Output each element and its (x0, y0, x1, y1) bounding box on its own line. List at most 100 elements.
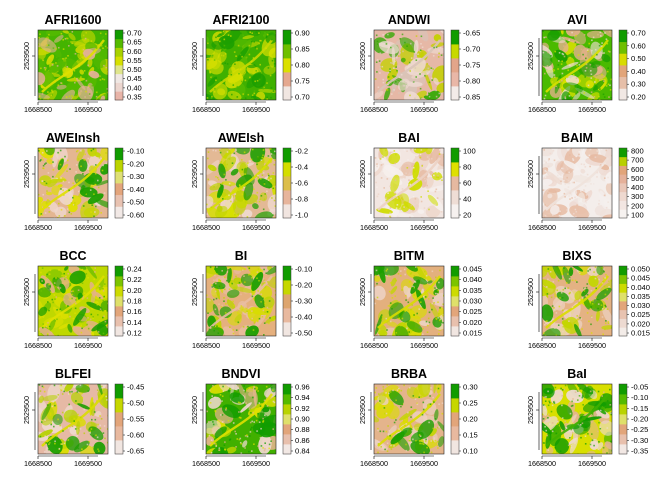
legend-swatch (619, 301, 627, 311)
legend-tick-label: 0.030 (631, 301, 650, 310)
legend-swatch (283, 424, 291, 435)
x-tick-label: 1668500 (528, 341, 556, 350)
x-tick-label: 1668500 (528, 223, 556, 232)
legend-swatch (115, 82, 123, 92)
legend-tick-label: -0.65 (127, 447, 144, 456)
legend-tick-label: 0.60 (127, 47, 142, 56)
map-raster (206, 148, 276, 218)
legend-tick-label: -0.40 (127, 185, 144, 194)
legend-tick-label: 0.15 (463, 431, 478, 440)
legend-swatch (115, 148, 123, 161)
x-tick-label: 1669500 (242, 105, 270, 114)
x-tick-label: 1669500 (578, 105, 606, 114)
x-tick-label: 1669500 (242, 459, 270, 468)
panel-brba: BRBA 1668500 1669500 2529500 0.30 0.25 0.20 0.1… (358, 367, 478, 468)
panel-title: BITM (394, 249, 425, 263)
legend-swatch (451, 86, 459, 101)
y-tick-label: 2529500 (190, 42, 199, 70)
legend-tick-label: 0.94 (295, 393, 310, 402)
legend-swatch (115, 440, 123, 455)
x-tick-label: 1669500 (410, 459, 438, 468)
y-tick-label: 2529500 (526, 396, 535, 424)
map-raster (542, 266, 612, 336)
panel-title: BaI (567, 367, 586, 381)
legend-tick-label: 0.045 (631, 274, 650, 283)
legend-tick-label: 0.20 (631, 93, 646, 102)
legend-tick-label: 0.70 (127, 29, 142, 38)
legend-swatch (451, 286, 459, 297)
y-tick-label: 2529500 (190, 278, 199, 306)
legend-tick-label: 0.86 (295, 436, 310, 445)
legend-swatch (451, 44, 459, 59)
legend-tick-label: -0.10 (127, 147, 144, 156)
panel-title: ANDWI (388, 13, 430, 27)
x-tick-label: 1668500 (360, 341, 388, 350)
map-raster (542, 384, 612, 454)
legend-tick-label: 300 (631, 192, 644, 201)
legend-colorbar: 0.700.650.600.550.500.450.400.35 (114, 29, 142, 102)
legend-tick-label: 0.90 (295, 29, 310, 38)
legend-tick-label: 0.015 (631, 329, 650, 338)
panel-andwi: ANDWI 1668500 1669500 2529500 -0.65 -0.70 -0.7… (358, 13, 480, 114)
legend-swatch (283, 280, 291, 295)
y-tick-label: 2529500 (526, 160, 535, 188)
legend-tick-label: -1.0 (295, 211, 308, 220)
legend-swatch (115, 159, 123, 172)
legend-tick-label: 0.045 (463, 265, 482, 274)
panel-afri1600: AFRI1600 1668500 1669500 2529500 0.700.650.6… (22, 13, 142, 114)
legend-swatch (283, 30, 291, 45)
legend-swatch (115, 286, 123, 297)
map-raster (542, 30, 612, 100)
panel-bai: BAI 1668500 1669500 2529500 100 80 60 40 20 (358, 131, 476, 232)
map-raster (374, 384, 444, 454)
legend-tick-label: -0.20 (295, 281, 312, 290)
legend-tick-label: -0.2 (295, 147, 308, 156)
legend-tick-label: 0.025 (463, 307, 482, 316)
legend-tick-label: -0.65 (463, 29, 480, 38)
y-tick-label: 2529500 (22, 278, 31, 306)
legend-swatch (115, 412, 123, 427)
legend-swatch (115, 183, 123, 196)
legend-swatch (115, 316, 123, 327)
legend-swatch (115, 56, 123, 66)
legend-swatch (283, 414, 291, 425)
x-tick-label: 1668500 (360, 105, 388, 114)
legend-swatch (619, 414, 627, 425)
y-tick-label: 2529500 (358, 42, 367, 70)
x-tick-label: 1668500 (192, 105, 220, 114)
panel-afri2100: AFRI2100 1668500 1669500 2529500 0.90 0.85 0.8… (190, 13, 310, 114)
y-tick-label: 2529500 (526, 42, 535, 70)
legend-swatch (115, 326, 123, 337)
legend-colorbar: 0.30 0.25 0.20 0.15 0.10 (450, 383, 478, 456)
legend-swatch (283, 58, 291, 73)
legend-swatch (619, 274, 627, 284)
legend-swatch (619, 327, 627, 337)
legend-tick-label: 600 (631, 165, 644, 174)
legend-swatch (451, 162, 459, 177)
legend-tick-label: 0.22 (127, 275, 142, 284)
legend-tick-label: 0.25 (463, 399, 478, 408)
legend-tick-label: 0.20 (463, 415, 478, 424)
legend-tick-label: 0.40 (127, 83, 142, 92)
legend-swatch (619, 65, 627, 78)
legend-swatch (115, 91, 123, 101)
legend-tick-label: -0.35 (631, 447, 648, 456)
legend-tick-label: 0.30 (631, 80, 646, 89)
x-tick-label: 1668500 (24, 105, 52, 114)
legend-tick-label: 200 (631, 201, 644, 210)
x-tick-label: 1669500 (578, 223, 606, 232)
legend-tick-label: 700 (631, 156, 644, 165)
legend-tick-label: 0.015 (463, 329, 482, 338)
y-tick-label: 2529500 (358, 396, 367, 424)
legend-swatch (451, 176, 459, 191)
legend-tick-label: 400 (631, 183, 644, 192)
legend-tick-label: 100 (631, 211, 644, 220)
legend-tick-label: 0.24 (127, 265, 142, 274)
legend-tick-label: 0.35 (127, 93, 142, 102)
legend-tick-label: 0.50 (127, 65, 142, 74)
legend-swatch (115, 194, 123, 207)
legend-tick-label: 0.45 (127, 74, 142, 83)
x-tick-label: 1669500 (410, 223, 438, 232)
